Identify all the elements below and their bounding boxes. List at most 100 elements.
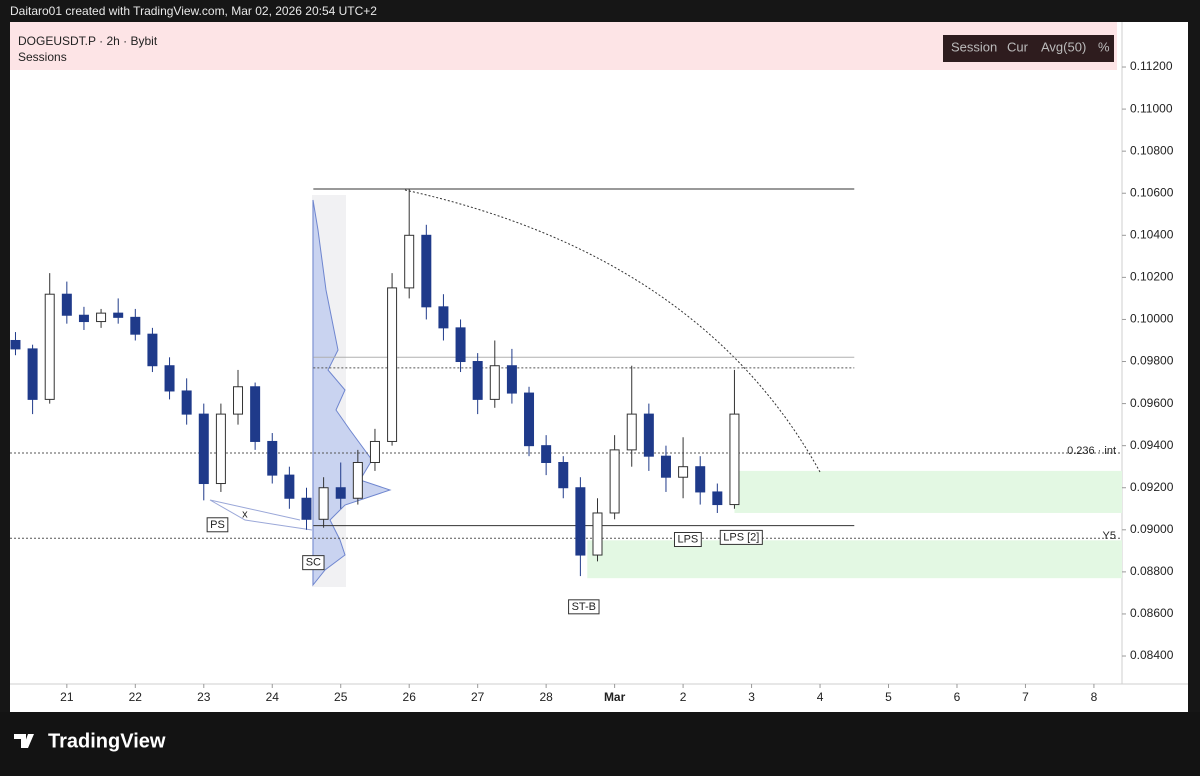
brand: TradingView (48, 730, 166, 752)
candle-body (541, 445, 552, 463)
candle-body (678, 466, 689, 478)
footer (0, 712, 1200, 771)
candle-body (27, 348, 38, 400)
y-tick-label: 0.09400 (1130, 438, 1174, 452)
annotation: ST-B (572, 601, 596, 613)
x-tick-label: 3 (748, 690, 755, 704)
candle-body (198, 413, 209, 485)
candle-body (592, 512, 603, 556)
trend-lines (209, 499, 313, 531)
indicator: Sessions (18, 50, 67, 64)
x-tick-label: 2 (680, 690, 687, 704)
legend-item: Session (951, 39, 997, 54)
legend-item: % (1098, 39, 1110, 54)
x-tick-label: 5 (885, 690, 892, 704)
candle-body (575, 487, 586, 556)
candle-body (318, 487, 329, 520)
session-band (10, 22, 1117, 70)
legend-item: Avg(50) (1041, 39, 1086, 54)
x-tick-label: 7 (1022, 690, 1029, 704)
y-tick-label: 0.08400 (1130, 648, 1174, 662)
candle-body (660, 455, 671, 478)
x-tick-label: 26 (403, 690, 417, 704)
symbol: DOGEUSDT.P · 2h · Bybit (18, 34, 158, 48)
y-tick-label: 0.10200 (1130, 270, 1174, 284)
x-tick-label: 4 (817, 690, 824, 704)
x-tick-label: 28 (539, 690, 553, 704)
annotation-box (719, 529, 763, 545)
x-tick-label: Mar (604, 690, 626, 704)
candle-body (558, 461, 569, 489)
candle-body (609, 449, 620, 514)
candle-body (626, 413, 637, 451)
y-tick-label: 0.08600 (1130, 606, 1174, 620)
x-tick-label: 25 (334, 690, 348, 704)
candle-body (695, 466, 706, 493)
annotation: PS (210, 519, 225, 531)
candle-body (147, 333, 158, 367)
credit: Daitaro01 created with TradingView.com, … (10, 4, 377, 18)
candle-body (369, 440, 380, 463)
arc (404, 189, 821, 473)
candle-body (438, 306, 449, 329)
candle-body (44, 293, 55, 400)
x-tick-label: 22 (129, 690, 143, 704)
x-tick-label: 8 (1091, 690, 1098, 704)
annotation-box (302, 555, 325, 571)
y-tick-label: 0.09800 (1130, 354, 1174, 368)
logo (14, 734, 34, 748)
candle-body (712, 491, 723, 506)
y-tick-label: 0.10800 (1130, 143, 1174, 157)
candle-body (233, 386, 244, 415)
y-tick-label: 0.11000 (1130, 101, 1173, 115)
candle-body (78, 314, 89, 323)
candle-body (96, 312, 107, 323)
zone (587, 540, 1122, 579)
x-tick-label: 23 (197, 690, 211, 704)
annotation: x (242, 508, 248, 520)
volume-profile (312, 199, 392, 587)
y-tick-label: 0.10400 (1130, 227, 1174, 241)
candle-body (267, 440, 278, 476)
y-tick-label: 0.09200 (1130, 480, 1174, 494)
y-tick-label: 0.08800 (1130, 564, 1174, 578)
candle-body (181, 390, 192, 415)
candle-body (284, 474, 295, 499)
candle-body (164, 365, 175, 392)
candle-body (10, 339, 21, 350)
candle-body (421, 234, 432, 308)
y-tick-label: 0.10000 (1130, 312, 1174, 326)
plot: 0.236 · int Y5 PS x SC ST-B LPS LPS [2] (10, 188, 1122, 615)
x-tick-label: 21 (60, 690, 74, 704)
candle-body (387, 287, 398, 442)
level-label: Y5 (1103, 530, 1116, 542)
annotation-box (568, 599, 600, 615)
annotation-box (673, 532, 702, 548)
legend-item: Cur (1007, 39, 1029, 54)
candle-body (643, 413, 654, 457)
y-tick-label: 0.11200 (1130, 59, 1173, 73)
x-tick-label: 24 (266, 690, 280, 704)
y-tick-label: 0.09600 (1130, 396, 1174, 410)
candle-body (61, 293, 72, 316)
candle-body (113, 312, 124, 318)
chart-bg (10, 22, 1188, 712)
candle-body (524, 392, 535, 447)
candle-body (301, 497, 312, 520)
level-label: 0.236 · int (1067, 445, 1116, 457)
candle-body (130, 316, 141, 335)
candle-body (250, 386, 261, 442)
x-tick-label: 27 (471, 690, 485, 704)
annotation-box (206, 517, 229, 533)
candle-body (335, 487, 346, 499)
y-tick-label: 0.09000 (1130, 522, 1174, 536)
legend-box (943, 35, 1114, 62)
candle-body (506, 365, 517, 394)
annotation: LPS [2] (723, 531, 759, 543)
zone (734, 470, 1122, 513)
candle-body (455, 327, 466, 363)
y-tick-label: 0.10600 (1130, 185, 1174, 199)
candle-body (472, 361, 483, 400)
